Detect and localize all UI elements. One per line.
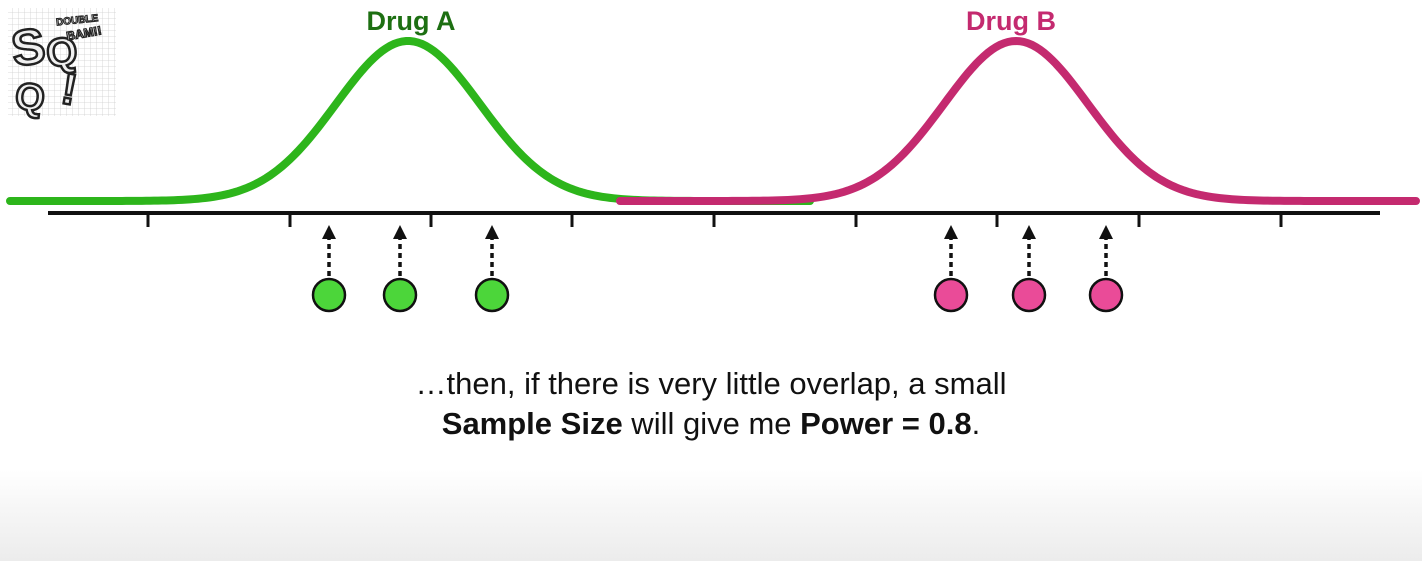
power-term: Power = 0.8: [800, 406, 972, 441]
svg-text:DOUBLE: DOUBLE: [56, 13, 99, 28]
caption-line-2-end: .: [971, 406, 981, 441]
caption-line-1: …then, if there is very little overlap, …: [415, 366, 1007, 401]
svg-text:Q: Q: [13, 76, 47, 121]
drug-a-label: Drug A: [367, 6, 456, 36]
drug-b-sample: [1088, 225, 1124, 313]
drug-a-point: [382, 277, 418, 313]
drug-b-sample: [933, 225, 969, 313]
caption: …then, if there is very little overlap, …: [0, 364, 1422, 444]
drug-a-sample: [474, 225, 510, 313]
logo-lettering: S Q Q ! DOUBLE BAM!!: [7, 13, 104, 122]
caption-line-2: Sample Size will give me Power = 0.8.: [0, 404, 1422, 444]
drug-b-label: Drug B: [966, 6, 1056, 36]
drug-b-point: [1011, 277, 1047, 313]
drug-b-samples: [933, 225, 1124, 313]
svg-text:Q: Q: [44, 29, 80, 76]
drug-a-point: [474, 277, 510, 313]
svg-text:BAM!!: BAM!!: [65, 23, 102, 43]
drug-b-sample: [1011, 225, 1047, 313]
statquest-logo: S Q Q ! DOUBLE BAM!!: [7, 8, 116, 122]
drug-a-distribution-curve: [6, 37, 814, 205]
drug-a-sample: [382, 225, 418, 313]
drug-b-point: [1088, 277, 1124, 313]
axis-tick-marks: [146, 213, 1283, 227]
drug-a-samples: [311, 225, 510, 313]
drug-a-sample: [311, 225, 347, 313]
drug-b-distribution-curve: [616, 36, 1420, 205]
caption-line-2-middle: will give me: [622, 406, 801, 441]
svg-text:S: S: [8, 17, 49, 77]
drug-b-point: [933, 277, 969, 313]
sample-size-term: Sample Size: [441, 406, 623, 441]
drug-a-point: [311, 277, 347, 313]
